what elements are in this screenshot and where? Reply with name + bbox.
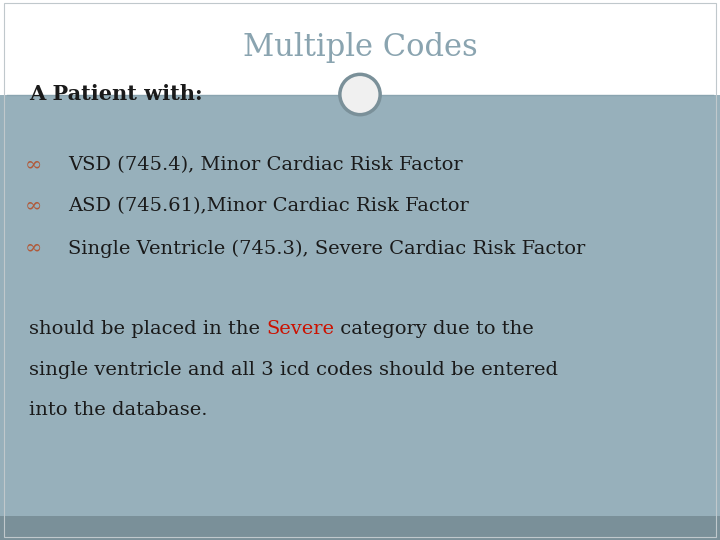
Text: Multiple Codes: Multiple Codes xyxy=(243,32,477,63)
Text: ∞: ∞ xyxy=(25,155,42,174)
Text: into the database.: into the database. xyxy=(29,401,207,420)
Text: Single Ventricle (745.3), Severe Cardiac Risk Factor: Single Ventricle (745.3), Severe Cardiac… xyxy=(68,239,585,258)
Text: VSD (745.4), Minor Cardiac Risk Factor: VSD (745.4), Minor Cardiac Risk Factor xyxy=(68,156,463,174)
Text: A Patient with:: A Patient with: xyxy=(29,84,202,105)
Text: Severe: Severe xyxy=(266,320,334,339)
Text: single ventricle and all 3 icd codes should be entered: single ventricle and all 3 icd codes sho… xyxy=(29,361,558,379)
Text: ∞: ∞ xyxy=(25,239,42,258)
Text: should be placed in the: should be placed in the xyxy=(29,320,266,339)
Text: ASD (745.61),Minor Cardiac Risk Factor: ASD (745.61),Minor Cardiac Risk Factor xyxy=(68,197,469,215)
Text: ∞: ∞ xyxy=(25,197,42,216)
Text: category due to the: category due to the xyxy=(334,320,534,339)
